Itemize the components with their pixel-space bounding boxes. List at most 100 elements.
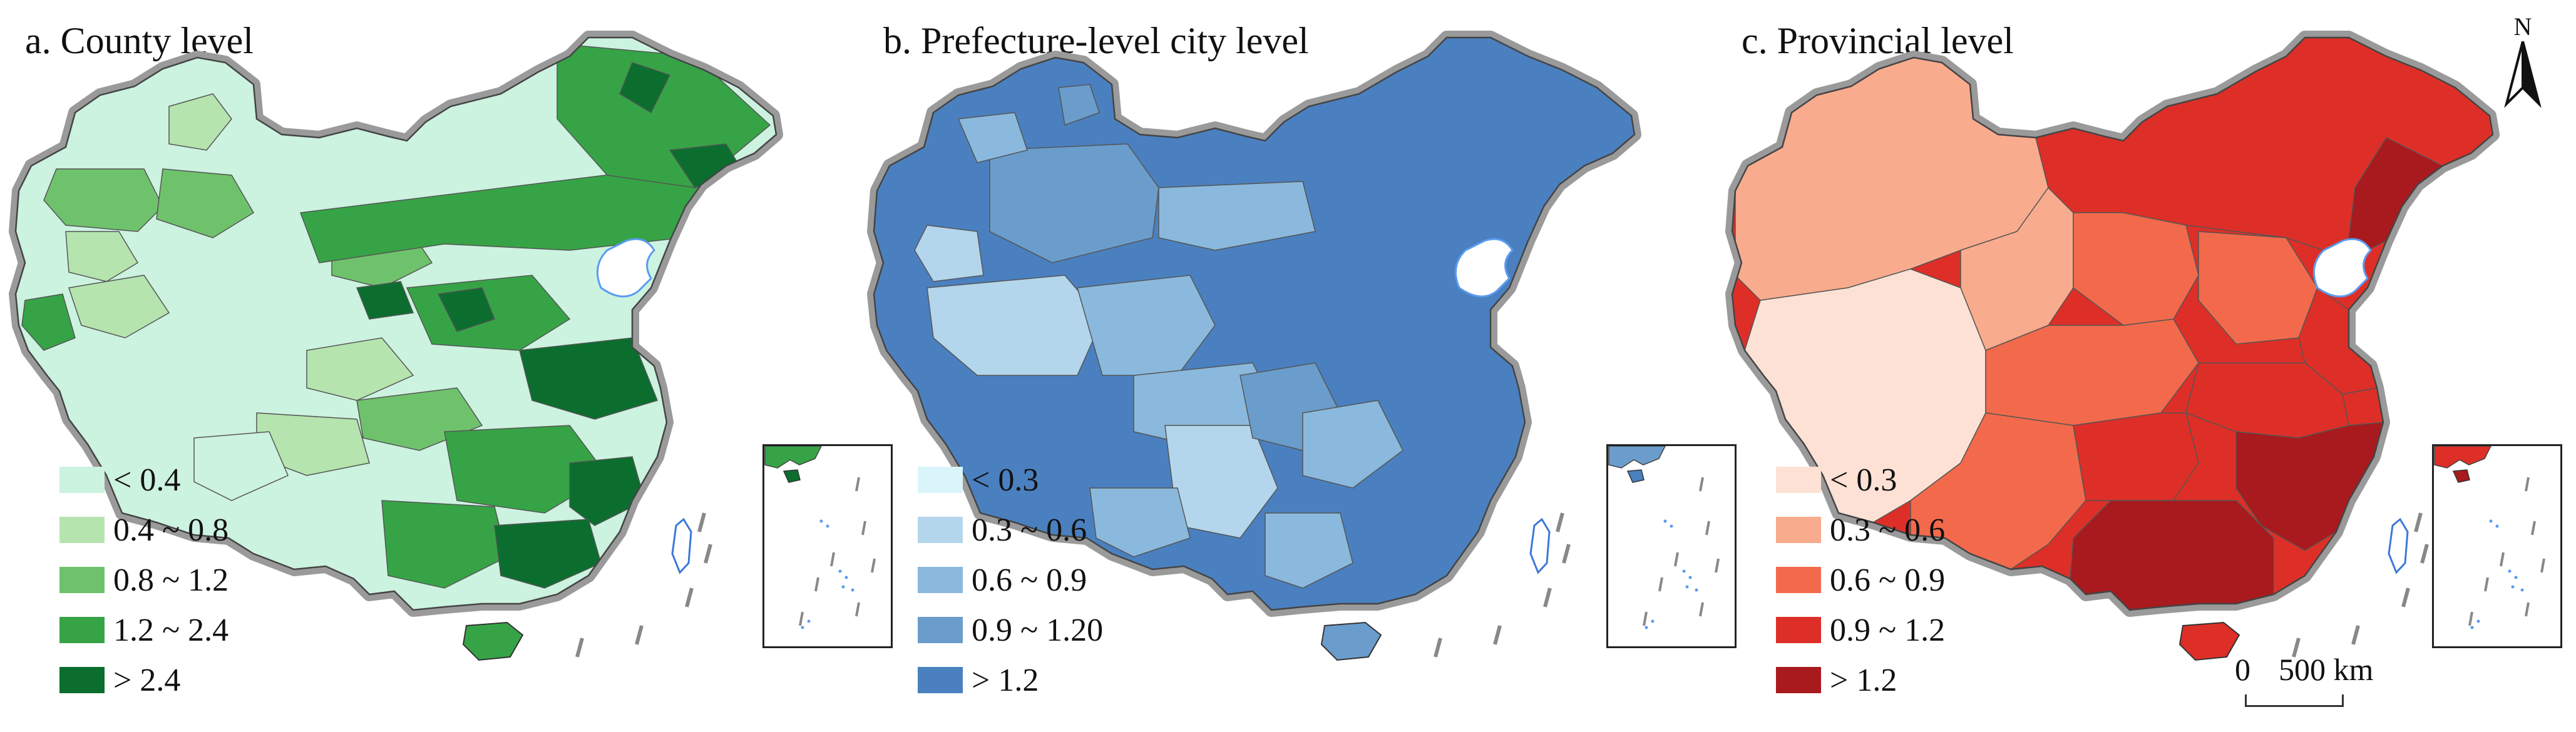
inset-island [2470,626,2474,629]
north-label: N [2513,13,2532,41]
inset-boundary-dash [1658,577,1663,592]
boundary-dash [685,587,694,607]
inset-boundary-dash [1643,611,1648,626]
inset-island [2520,588,2524,592]
legend-swatch [59,467,105,493]
inset-hainan [2452,469,2470,483]
inset-island [2508,569,2512,573]
inset-island [841,585,845,589]
legend-swatch [1776,667,1821,693]
boundary-dash [1562,544,1571,564]
legend-swatch [1776,517,1821,543]
region [68,275,170,338]
region [156,168,255,238]
region [193,431,289,501]
north-arrow: N [2498,13,2548,113]
inset-island [801,626,804,629]
region [494,519,602,589]
region [1265,512,1353,589]
boundary-dash [1543,587,1552,607]
panel-provincial: c. Provincial level < 0.3 0.3 ~ 0.6 0.6 … [1716,0,2575,732]
region-group [1735,38,2493,610]
region [619,62,671,114]
legend-swatch [918,517,963,543]
inset-island [819,519,823,523]
boundary-dash [635,625,644,645]
legend-label: 0.9 ~ 1.20 [972,613,1104,648]
taiwan-island [2388,517,2409,574]
legend-swatch [1776,617,1821,643]
inset-boundary-dash [1715,558,1720,573]
region [519,337,659,420]
inset-coast [2434,446,2491,469]
legend-prefecture: < 0.3 0.3 ~ 0.6 0.6 ~ 0.9 0.9 ~ 1.20 > 1… [918,462,1243,712]
legend-label: < 0.3 [972,462,1039,498]
hainan-island [1320,621,1382,661]
hainan-island [462,621,524,661]
inset-boundary-dash [1674,552,1679,567]
inset-hainan [1626,469,1645,483]
region [306,337,414,401]
legend-item: 0.8 ~ 1.2 [59,562,385,612]
boundary-dash [2420,544,2429,564]
region [437,287,495,332]
inset-boundary-dash [1699,477,1704,492]
inset-map [1608,446,1720,629]
south-china-sea-inset [2432,444,2562,648]
region [569,456,645,526]
region-group [914,84,1403,589]
inset-boundary-dash [2500,552,2505,567]
region [914,225,984,282]
boundary-dash [1434,638,1442,658]
hainan-island [2178,621,2240,661]
region [926,275,1103,376]
legend-label: 0.9 ~ 1.2 [1830,613,1946,648]
region [21,293,76,351]
inset-island [1685,585,1689,589]
legend-label: 0.3 ~ 0.6 [1830,512,1946,548]
legend-swatch [918,467,963,493]
inset-boundary-dash [2525,602,2530,617]
boundary-dash [2292,638,2301,658]
legend-item: 1.2 ~ 2.4 [59,612,385,662]
inset-map [764,446,876,629]
inset-island [1670,524,1673,528]
legend-swatch [59,517,105,543]
legend-item: 0.3 ~ 0.6 [918,512,1243,562]
boundary-dash [2401,587,2410,607]
region [65,231,139,282]
legend-label: 0.6 ~ 0.9 [972,562,1087,598]
inset-boundary-dash [2484,577,2489,592]
legend-label: < 0.4 [113,462,181,498]
legend-swatch [1776,467,1821,493]
region [989,143,1159,263]
inset-island [844,576,848,579]
inset-boundary-dash [814,577,819,592]
scale-line [2245,694,2344,707]
legend-item: > 1.2 [1776,662,2101,712]
region [2073,212,2199,326]
inset-boundary-dash [1699,602,1704,617]
legend-item: > 1.2 [918,662,1243,712]
legend-label: 0.6 ~ 0.9 [1830,562,1946,598]
legend-swatch [59,567,105,593]
inset-island [2489,519,2493,523]
inset-boundary-dash [1705,521,1710,536]
region [1077,275,1216,376]
legend-swatch [918,567,963,593]
bohai-sea [596,238,655,298]
inset-island [851,588,854,592]
boundary-dash [697,512,706,532]
legend-swatch [918,617,963,643]
legend-item: 0.3 ~ 0.6 [1776,512,2101,562]
region [2073,412,2199,501]
panel-title: b. Prefecture-level city level [883,20,1309,61]
legend-label: 0.3 ~ 0.6 [972,512,1087,548]
inset-hainan [783,469,801,483]
boundary-dash [1556,512,1564,532]
inset-coast [764,446,822,469]
legend-label: > 1.2 [972,663,1039,698]
scale-distance-label: 500 km [2279,652,2374,687]
boundary-dash [2351,625,2360,645]
inset-island [2476,619,2480,623]
